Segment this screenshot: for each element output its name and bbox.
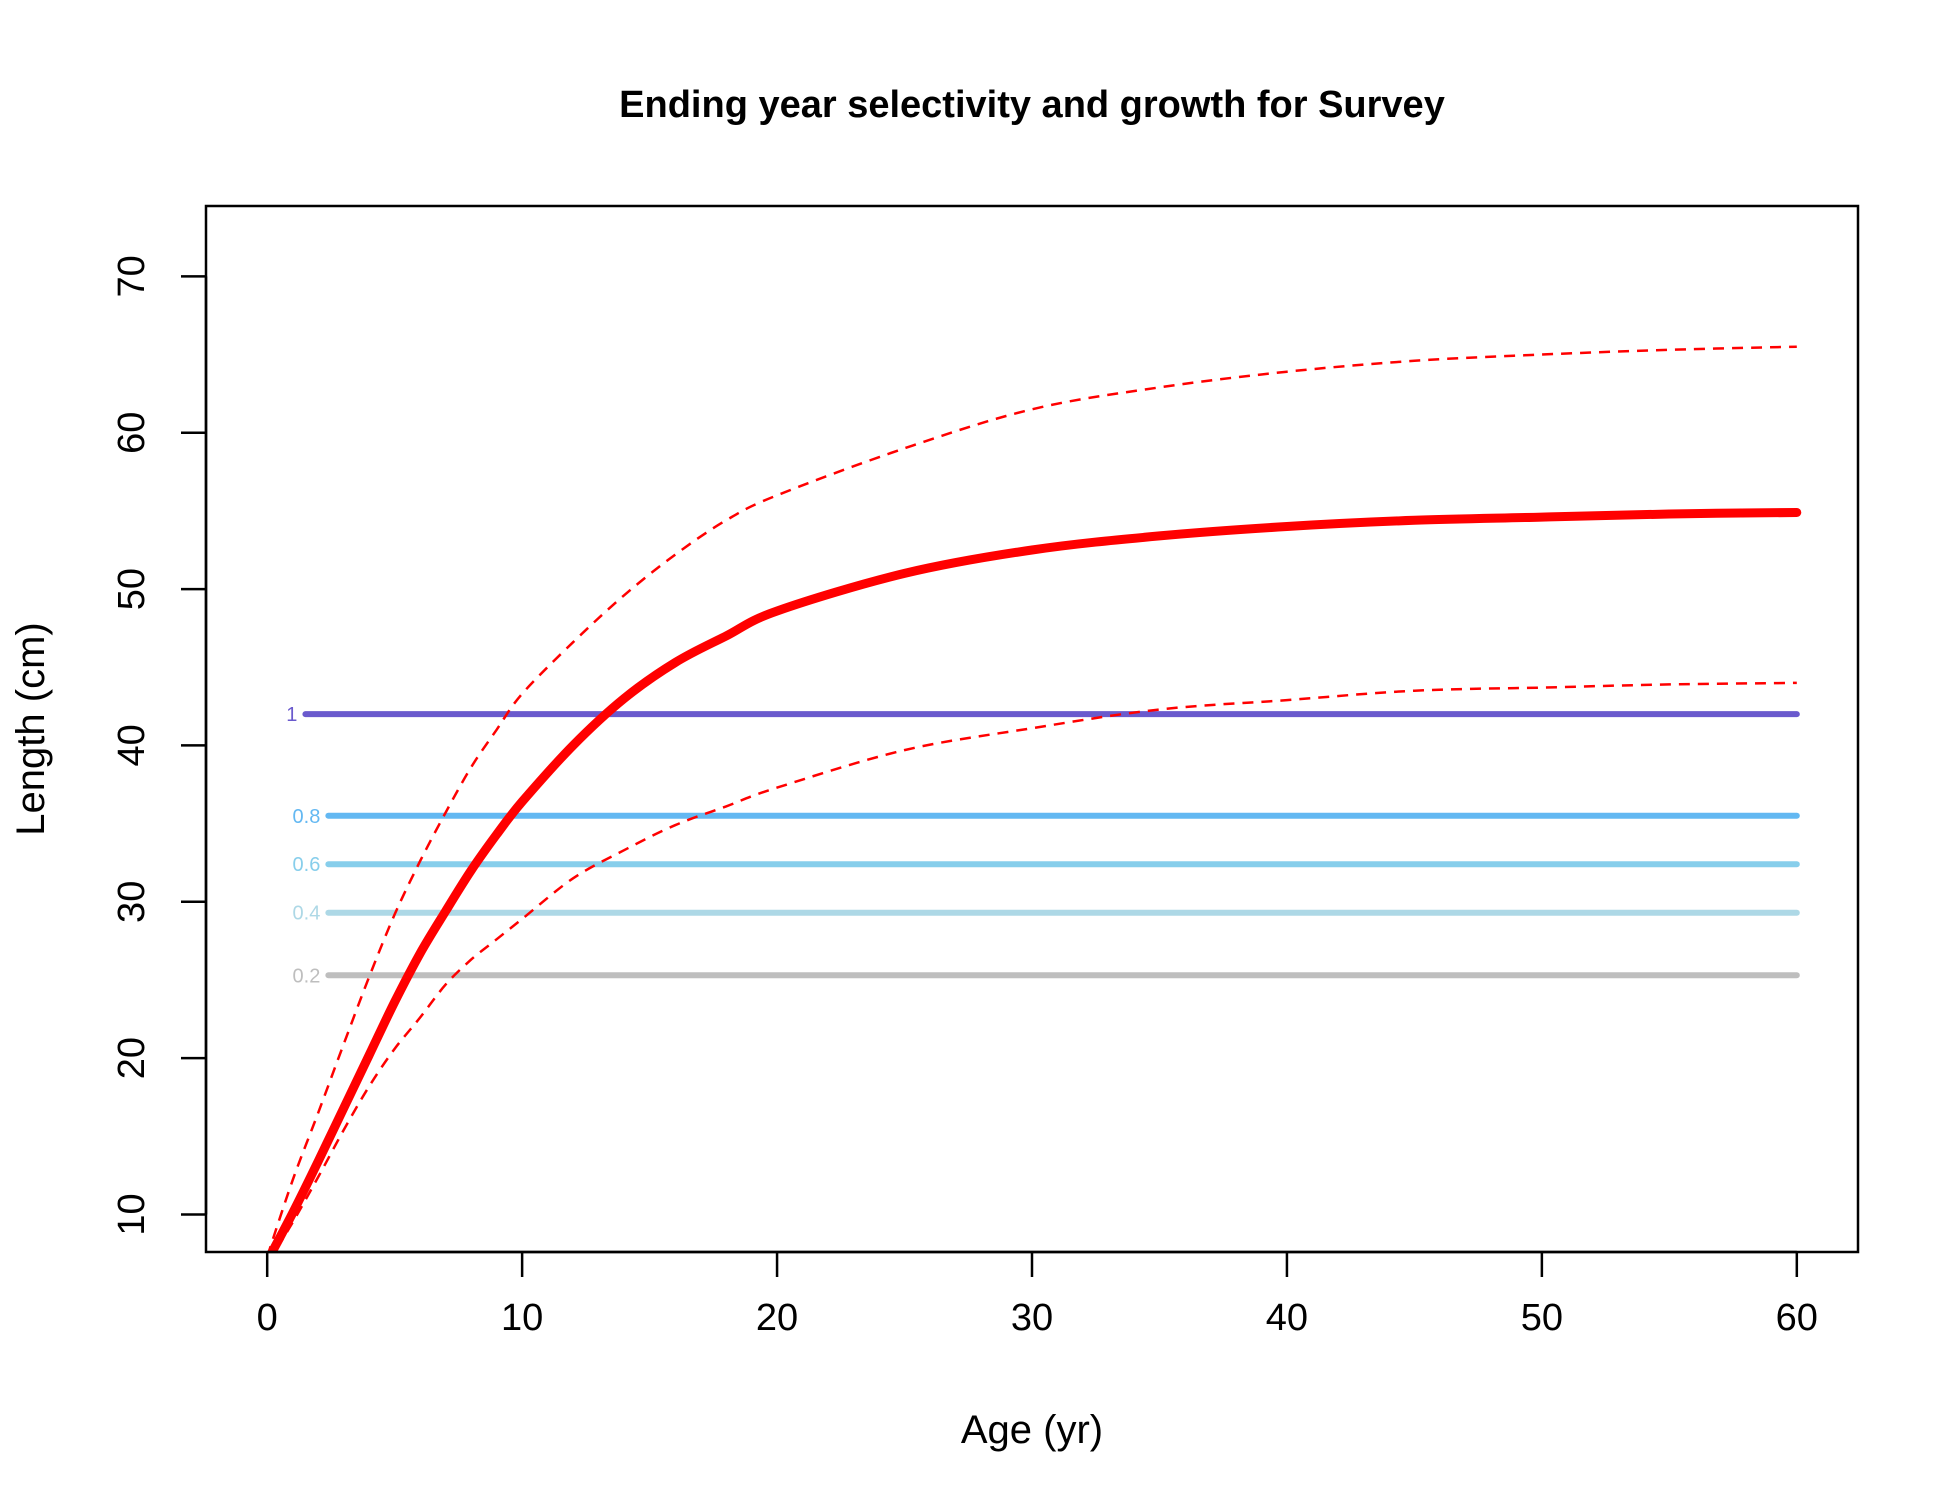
x-tick-label: 30 xyxy=(1011,1297,1053,1339)
growth-upper-bound-line xyxy=(267,345,1797,1252)
plot-frame xyxy=(204,204,1860,1254)
y-tick-label: 30 xyxy=(111,881,153,923)
y-tick-label: 40 xyxy=(111,724,153,766)
x-tick-label: 20 xyxy=(756,1297,798,1339)
y-tick-label: 70 xyxy=(111,255,153,297)
x-tick-label: 60 xyxy=(1776,1297,1818,1339)
plot-area xyxy=(267,345,1802,1252)
y-tick-label: 60 xyxy=(111,412,153,454)
x-tick-label: 50 xyxy=(1521,1297,1563,1339)
selectivity-level-labels: 1 0.8 0.6 0.4 0.2 xyxy=(286,704,320,987)
y-tick-label: 50 xyxy=(111,568,153,610)
y-tick-label: 20 xyxy=(111,1037,153,1079)
growth-mean-line xyxy=(267,508,1802,1252)
y-axis-label: Length (cm) xyxy=(9,622,53,835)
selectivity-label-1: 1 xyxy=(286,704,297,726)
x-tick-label: 10 xyxy=(501,1297,543,1339)
x-axis-label: Age (yr) xyxy=(961,1408,1103,1452)
x-axis: 0 10 20 30 40 50 60 xyxy=(257,1250,1818,1339)
x-tick-label: 0 xyxy=(257,1297,278,1339)
y-axis: 10 20 30 40 50 60 70 xyxy=(111,255,208,1236)
selectivity-label-0-4: 0.4 xyxy=(293,903,321,925)
x-tick-label: 40 xyxy=(1266,1297,1308,1339)
selectivity-label-0-8: 0.8 xyxy=(293,806,321,828)
y-tick-label: 10 xyxy=(111,1193,153,1235)
selectivity-label-0-6: 0.6 xyxy=(293,854,321,876)
chart-title: Ending year selectivity and growth for S… xyxy=(619,84,1445,126)
selectivity-label-0-2: 0.2 xyxy=(293,965,321,987)
growth-lower-bound-line xyxy=(273,681,1797,1252)
